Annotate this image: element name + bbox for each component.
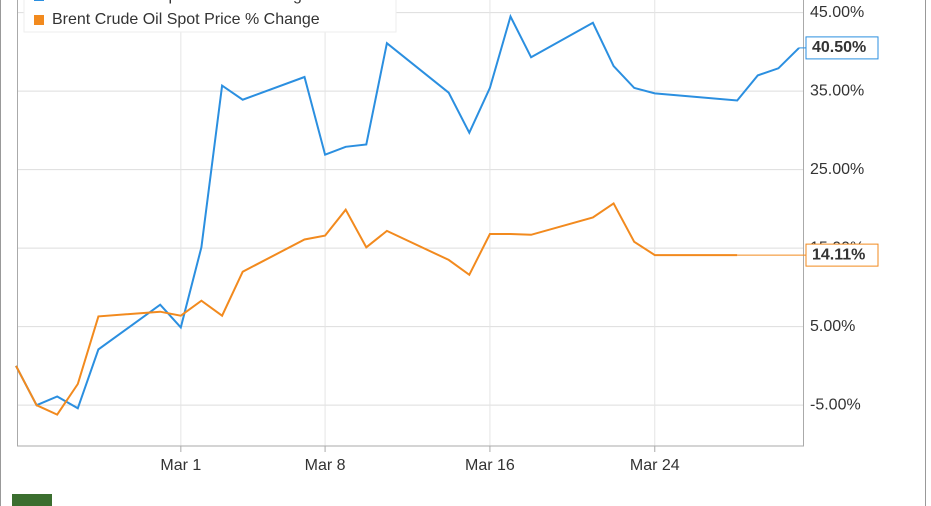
legend-label: WTI Crude Oil Spot Price % Change: [52, 0, 311, 4]
legend-swatch: [34, 15, 44, 25]
legend-swatch: [34, 0, 44, 1]
end-label: 14.11%: [812, 246, 865, 263]
y-tick-label: 5.00%: [810, 318, 855, 335]
x-tick-label: Mar 24: [630, 457, 680, 474]
x-tick-label: Mar 1: [160, 457, 201, 474]
end-label: 40.50%: [812, 39, 866, 56]
series-line: [15, 201, 738, 416]
grid: [18, 0, 803, 446]
legend-label: Brent Crude Oil Spot Price % Change: [52, 11, 320, 28]
y-tick-label: -5.00%: [810, 396, 861, 413]
end-label-box: [805, 243, 879, 267]
y-tick-label: 45.00%: [810, 4, 864, 21]
logo: [12, 494, 52, 506]
x-tick-label: Mar 8: [305, 457, 346, 474]
end-label-box: [805, 36, 879, 60]
legend: WTI Crude Oil Spot Price % Change Brent C…: [23, 0, 397, 33]
y-tick-label: 35.00%: [810, 82, 864, 99]
plot-frame: [17, 0, 804, 447]
legend-box: [23, 0, 397, 33]
y-tick-label: 25.00%: [810, 161, 864, 178]
x-tick-label: Mar 16: [465, 457, 515, 474]
series-line: [15, 13, 800, 410]
